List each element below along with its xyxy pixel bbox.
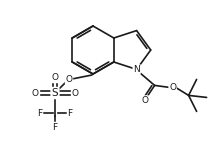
Text: F: F	[37, 108, 43, 117]
Text: N: N	[133, 65, 140, 74]
Text: S: S	[52, 88, 58, 98]
Text: O: O	[31, 89, 38, 97]
Text: O: O	[65, 75, 73, 84]
Text: O: O	[169, 83, 176, 92]
Text: O: O	[72, 89, 79, 97]
Text: O: O	[52, 73, 58, 82]
Text: O: O	[141, 96, 148, 105]
Text: F: F	[52, 122, 58, 132]
Text: S: S	[52, 88, 58, 98]
Text: F: F	[67, 108, 73, 117]
